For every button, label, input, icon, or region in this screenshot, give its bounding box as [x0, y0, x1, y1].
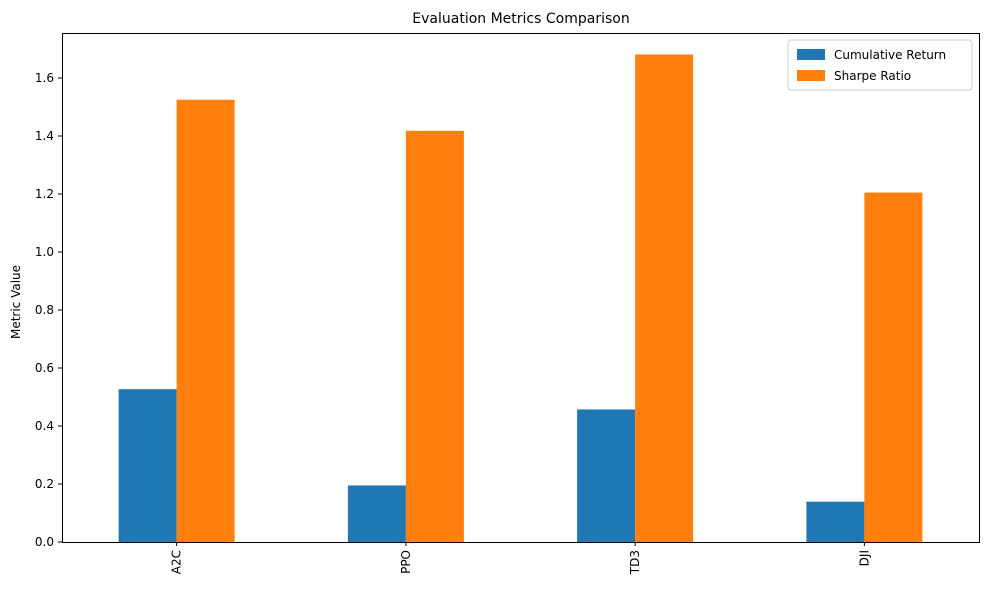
bar-a2c-cumulative-return	[118, 389, 177, 542]
x-tick-label: PPO	[399, 550, 413, 574]
bar-td3-sharpe-ratio	[635, 54, 694, 542]
x-tick-label: A2C	[170, 550, 184, 574]
y-tick-label: 1.4	[35, 129, 54, 143]
legend: Cumulative Return Sharpe Ratio	[787, 39, 973, 91]
bars-group	[118, 54, 923, 543]
plot-frame	[62, 33, 980, 543]
y-tick-label: 0.8	[35, 303, 54, 317]
y-tick-label: 0.2	[35, 477, 54, 491]
legend-box	[787, 39, 973, 91]
chart-title: Evaluation Metrics Comparison	[412, 11, 629, 27]
legend-swatch	[797, 70, 825, 81]
bar-dji-cumulative-return	[806, 501, 865, 542]
legend-label: Cumulative Return	[834, 48, 946, 62]
bar-ppo-cumulative-return	[347, 485, 406, 542]
y-tick-label: 0.4	[35, 419, 54, 433]
y-tick-label: 1.0	[35, 245, 54, 259]
x-tick-label: TD3	[628, 550, 642, 575]
y-axis: 0.0 0.2 0.4 0.6 0.8 1.0 1.2 1.4 1.6	[35, 71, 62, 549]
bar-a2c-sharpe-ratio	[176, 99, 235, 542]
bar-ppo-sharpe-ratio	[405, 130, 464, 542]
x-axis: A2C PPO TD3 DJI	[170, 542, 871, 575]
bar-dji-sharpe-ratio	[864, 192, 923, 543]
legend-label: Sharpe Ratio	[834, 69, 911, 83]
y-tick-label: 1.2	[35, 187, 54, 201]
legend-swatch	[797, 49, 825, 60]
y-tick-label: 1.6	[35, 71, 54, 85]
bar-td3-cumulative-return	[577, 409, 636, 542]
y-axis-label: Metric Value	[9, 265, 23, 339]
y-tick-label: 0.6	[35, 361, 54, 375]
x-tick-label: DJI	[857, 550, 871, 566]
y-tick-label: 0.0	[35, 535, 54, 549]
